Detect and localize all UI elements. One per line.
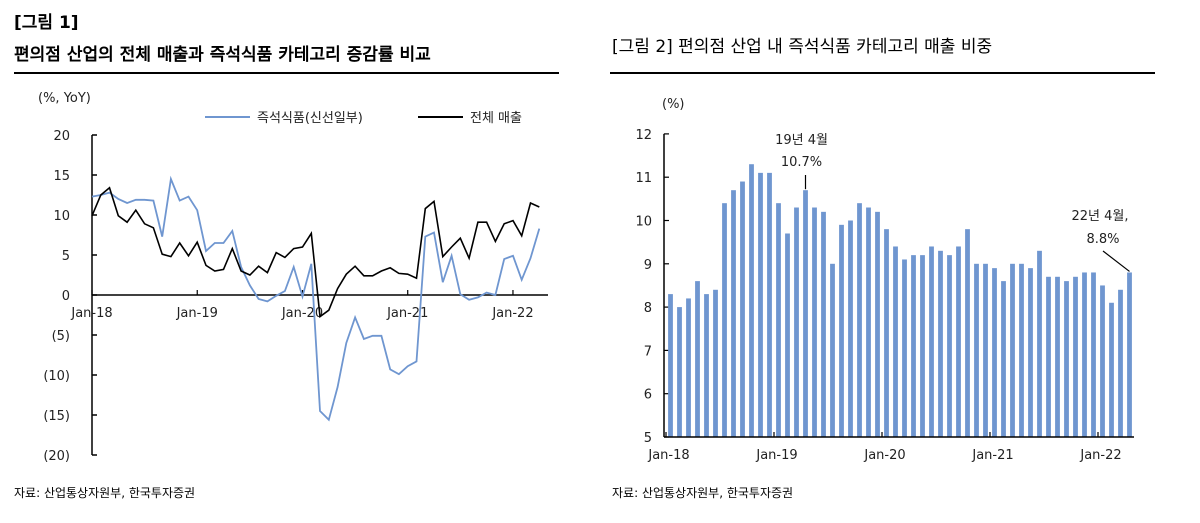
right-source: 자료: 산업통상자원부, 한국투자증권 — [612, 486, 794, 500]
right-y-tick-label: 11 — [635, 171, 652, 186]
left-legend-label: 전체 매출 — [470, 111, 522, 126]
right-bar — [1118, 289, 1123, 437]
right-y-tick-label: 12 — [635, 128, 652, 143]
left-x-tick-label: Jan-19 — [176, 306, 218, 321]
right-bar — [839, 224, 844, 437]
right-chart-title: [그림 2] 편의점 산업 내 즉석식품 카테고리 매출 비중 — [612, 37, 993, 57]
left-y-tick-label: (15) — [43, 409, 70, 424]
right-bar — [1091, 272, 1096, 437]
right-bar — [911, 255, 916, 437]
right-bar — [956, 246, 961, 437]
right-bar — [902, 259, 907, 437]
right-bar — [1100, 285, 1105, 437]
right-bar — [1082, 272, 1087, 437]
right-bar — [749, 164, 754, 437]
left-y-tick-label: (10) — [43, 369, 70, 384]
left-y-tick-label: 0 — [62, 289, 70, 304]
right-bar — [1001, 281, 1006, 437]
right-bar — [776, 203, 781, 437]
right-bar — [938, 250, 943, 437]
right-y-tick-label: 7 — [644, 344, 652, 359]
right-bar — [785, 233, 790, 437]
right-bar — [1073, 276, 1078, 437]
right-bar — [677, 307, 682, 437]
right-bar — [1046, 276, 1051, 437]
right-bar — [731, 190, 736, 437]
left-source: 자료: 산업통상자원부, 한국투자증권 — [14, 486, 196, 500]
left-title-rule — [14, 72, 559, 74]
right-bar — [974, 263, 979, 437]
annotation-leader — [1102, 250, 1130, 272]
left-series-line — [91, 186, 540, 319]
right-bar — [920, 255, 925, 437]
right-bar — [803, 190, 808, 437]
right-bar — [695, 281, 700, 437]
right-bar — [830, 263, 835, 437]
right-bar — [1109, 302, 1114, 437]
left-y-tick-label: (20) — [43, 449, 70, 464]
right-bar — [884, 229, 889, 437]
right-bar — [857, 203, 862, 437]
annotation-value: 8.8% — [1086, 232, 1119, 247]
right-x-tick-label: Jan-22 — [1079, 448, 1121, 463]
right-bar — [992, 268, 997, 437]
right-bar — [1055, 276, 1060, 437]
right-bar — [713, 289, 718, 437]
left-x-tick-label: Jan-22 — [491, 306, 533, 321]
right-bar — [1019, 263, 1024, 437]
right-y-tick-label: 10 — [635, 215, 652, 230]
left-chart-title: 편의점 산업의 전체 매출과 즉석식품 카테고리 증감률 비교 — [14, 45, 431, 65]
left-x-tick-label: Jan-20 — [281, 306, 323, 321]
right-bar — [821, 211, 826, 437]
right-x-tick-label: Jan-21 — [971, 448, 1013, 463]
left-y-tick-label: 15 — [53, 169, 70, 184]
right-bar — [929, 246, 934, 437]
right-x-tick-label: Jan-19 — [755, 448, 797, 463]
right-bar — [767, 172, 772, 437]
right-bar — [1037, 250, 1042, 437]
right-bar — [1010, 263, 1015, 437]
right-x-tick-label: Jan-18 — [647, 448, 689, 463]
right-bar — [794, 207, 799, 437]
right-y-tick-label: 9 — [644, 258, 652, 273]
right-x-tick-label: Jan-20 — [863, 448, 905, 463]
left-y-tick-label: 10 — [53, 209, 70, 224]
right-bar — [866, 207, 871, 437]
left-y-tick-label: 20 — [53, 129, 70, 144]
right-bar — [740, 181, 745, 437]
right-bar — [668, 294, 673, 437]
right-bar — [965, 229, 970, 437]
annotation-label: 19년 4월 — [775, 133, 828, 148]
right-bar — [1064, 281, 1069, 437]
right-bar — [812, 207, 817, 437]
right-bar — [1127, 272, 1132, 437]
annotation-label: 22년 4월, — [1072, 209, 1129, 224]
right-y-tick-label: 5 — [644, 431, 652, 446]
left-x-tick-label: Jan-21 — [386, 306, 428, 321]
right-bar — [875, 211, 880, 437]
left-legend-label: 즉석식품(신선일부) — [257, 111, 363, 126]
right-bar — [722, 203, 727, 437]
right-y-tick-label: 8 — [644, 301, 652, 316]
right-title-rule — [610, 72, 1155, 74]
right-bar — [758, 172, 763, 437]
right-bar — [947, 255, 952, 437]
left-y-unit-label: (%, YoY) — [38, 91, 91, 106]
annotation-value: 10.7% — [781, 155, 822, 170]
right-bar — [983, 263, 988, 437]
right-bar — [1028, 268, 1033, 437]
right-bar — [704, 294, 709, 437]
left-y-tick-label: 5 — [62, 249, 70, 264]
right-bar — [686, 298, 691, 437]
left-series-line — [91, 175, 541, 422]
right-y-unit-label: (%) — [662, 97, 685, 112]
right-bar — [893, 246, 898, 437]
left-x-tick-label: Jan-18 — [70, 306, 112, 321]
right-y-tick-label: 6 — [644, 388, 652, 403]
left-fig-label: [그림 1] — [14, 13, 79, 33]
right-bar — [848, 220, 853, 437]
left-y-tick-label: (5) — [52, 329, 70, 344]
